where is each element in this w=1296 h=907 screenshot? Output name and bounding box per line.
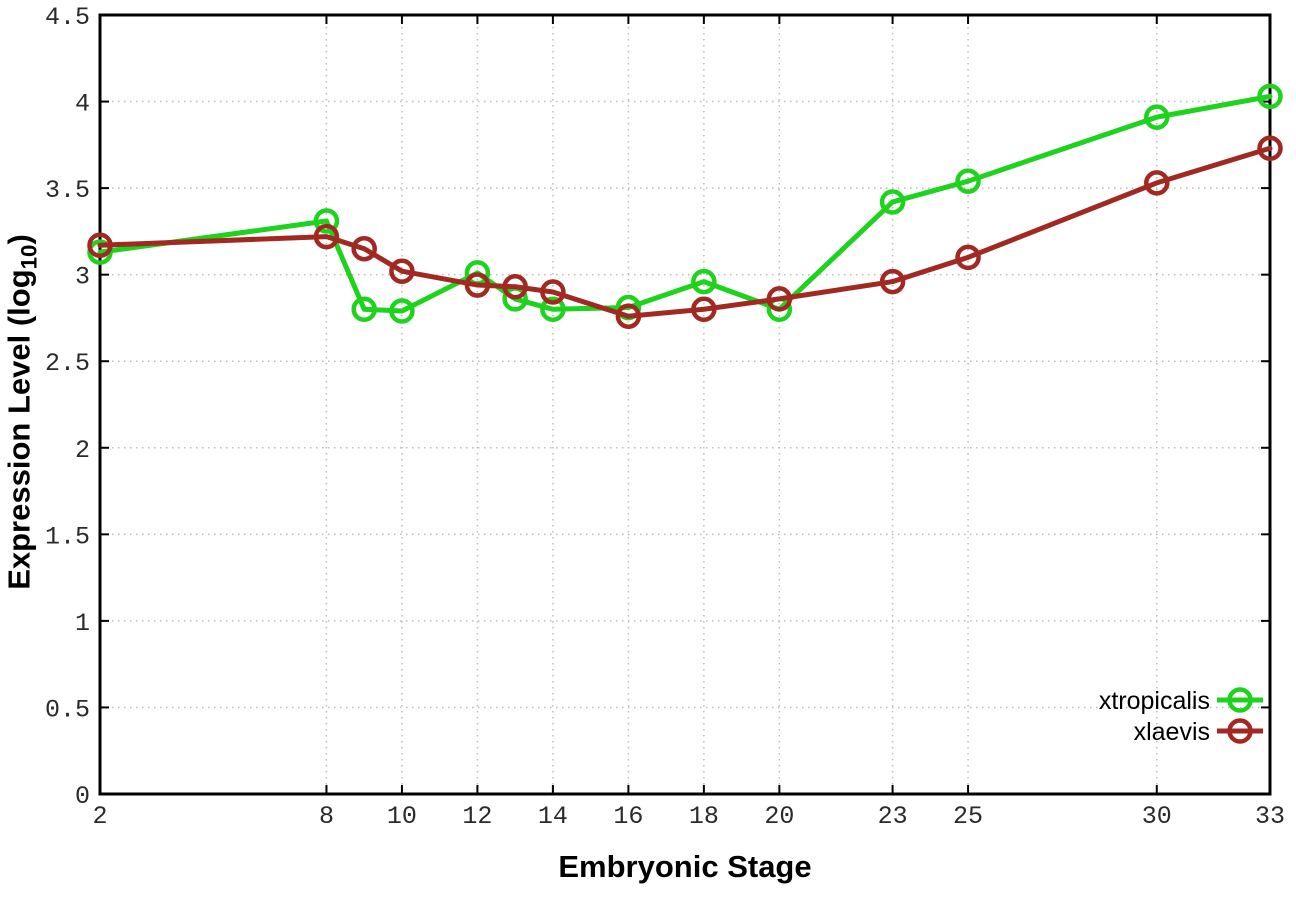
- y-tick-label: 4.5: [45, 3, 90, 32]
- data-point-xtropicalis: [879, 189, 906, 215]
- data-point-xlaevis: [955, 244, 981, 271]
- series-line-xlaevis: [97, 145, 1273, 319]
- data-point-xtropicalis: [389, 298, 415, 324]
- data-point-xtropicalis: [540, 296, 566, 323]
- y-tick-label: 1: [75, 609, 90, 638]
- data-point-xlaevis: [464, 272, 491, 298]
- x-tick-label: 18: [689, 802, 719, 831]
- x-tick-label: 2: [92, 802, 107, 831]
- x-tick-label: 30: [1142, 802, 1172, 831]
- data-point-xtropicalis: [691, 268, 717, 295]
- data-point-xtropicalis: [313, 208, 340, 234]
- x-tick-label: 8: [319, 802, 334, 831]
- y-tick-label: 1.5: [45, 522, 90, 551]
- data-point-xtropicalis: [1257, 83, 1283, 110]
- y-tick-label: 3: [75, 263, 90, 292]
- y-tick-label: 0.5: [45, 695, 90, 724]
- y-axis-title-text: Expression Level (log: [1, 269, 37, 590]
- data-point-xlaevis: [1257, 135, 1283, 162]
- data-point-xlaevis: [615, 303, 642, 329]
- data-point-xtropicalis: [955, 168, 981, 194]
- y-axis-title: Expression Level (log10): [2, 234, 43, 590]
- data-point-xtropicalis: [1144, 104, 1170, 130]
- legend-label-xtropicalis: xtropicalis: [1099, 687, 1210, 715]
- data-point-xlaevis: [879, 268, 906, 295]
- data-point-xlaevis: [766, 286, 793, 312]
- plot-border: [98, 13, 1272, 796]
- x-tick-label: 20: [764, 802, 794, 831]
- data-point-xlaevis: [502, 274, 528, 300]
- legend: xtropicalis xlaevis: [1099, 687, 1263, 746]
- y-tick-label: 4: [75, 90, 90, 119]
- y-tick-label: 0: [75, 782, 90, 811]
- x-tick-label: 16: [613, 802, 643, 831]
- legend-marker-xtropicalis: [1227, 687, 1253, 713]
- x-tick-label: 25: [953, 802, 983, 831]
- data-point-xlaevis: [351, 235, 377, 262]
- axis-ticks: [99, 14, 1271, 795]
- series-line-xtropicalis: [97, 93, 1273, 314]
- x-tick-label: 12: [462, 802, 492, 831]
- tick-labels: 2 8 10 12 14 16 18 20 23 25 30 33 0 0.5 1 1.5 2 2.5 3 3.5 4 4…: [45, 3, 1285, 831]
- x-tick-label: 10: [387, 802, 417, 831]
- legend-label-xlaevis: xlaevis: [1134, 718, 1210, 746]
- data-point-xlaevis: [313, 223, 340, 250]
- x-tick-label: 14: [538, 802, 568, 831]
- x-tick-label: 33: [1255, 802, 1285, 831]
- x-axis-title: Embryonic Stage: [558, 849, 812, 884]
- data-point-xtropicalis: [351, 296, 377, 323]
- legend-marker-xlaevis: [1227, 718, 1253, 744]
- data-point-xlaevis: [389, 258, 415, 284]
- y-tick-label: 3.5: [45, 176, 90, 205]
- y-tick-label: 2.5: [45, 349, 90, 378]
- gridlines: [99, 14, 1271, 795]
- data-point-xlaevis: [691, 296, 717, 323]
- axis-border: [98, 13, 1272, 796]
- y-axis-title-subscript: 10: [16, 244, 42, 270]
- data-series: [87, 83, 1283, 329]
- y-axis-title-close: ): [1, 234, 37, 245]
- y-tick-label: 2: [75, 436, 90, 465]
- data-point-xlaevis: [540, 279, 566, 305]
- data-point-xlaevis: [1144, 170, 1170, 196]
- data-point-xlaevis: [87, 232, 113, 258]
- x-tick-label: 23: [878, 802, 908, 831]
